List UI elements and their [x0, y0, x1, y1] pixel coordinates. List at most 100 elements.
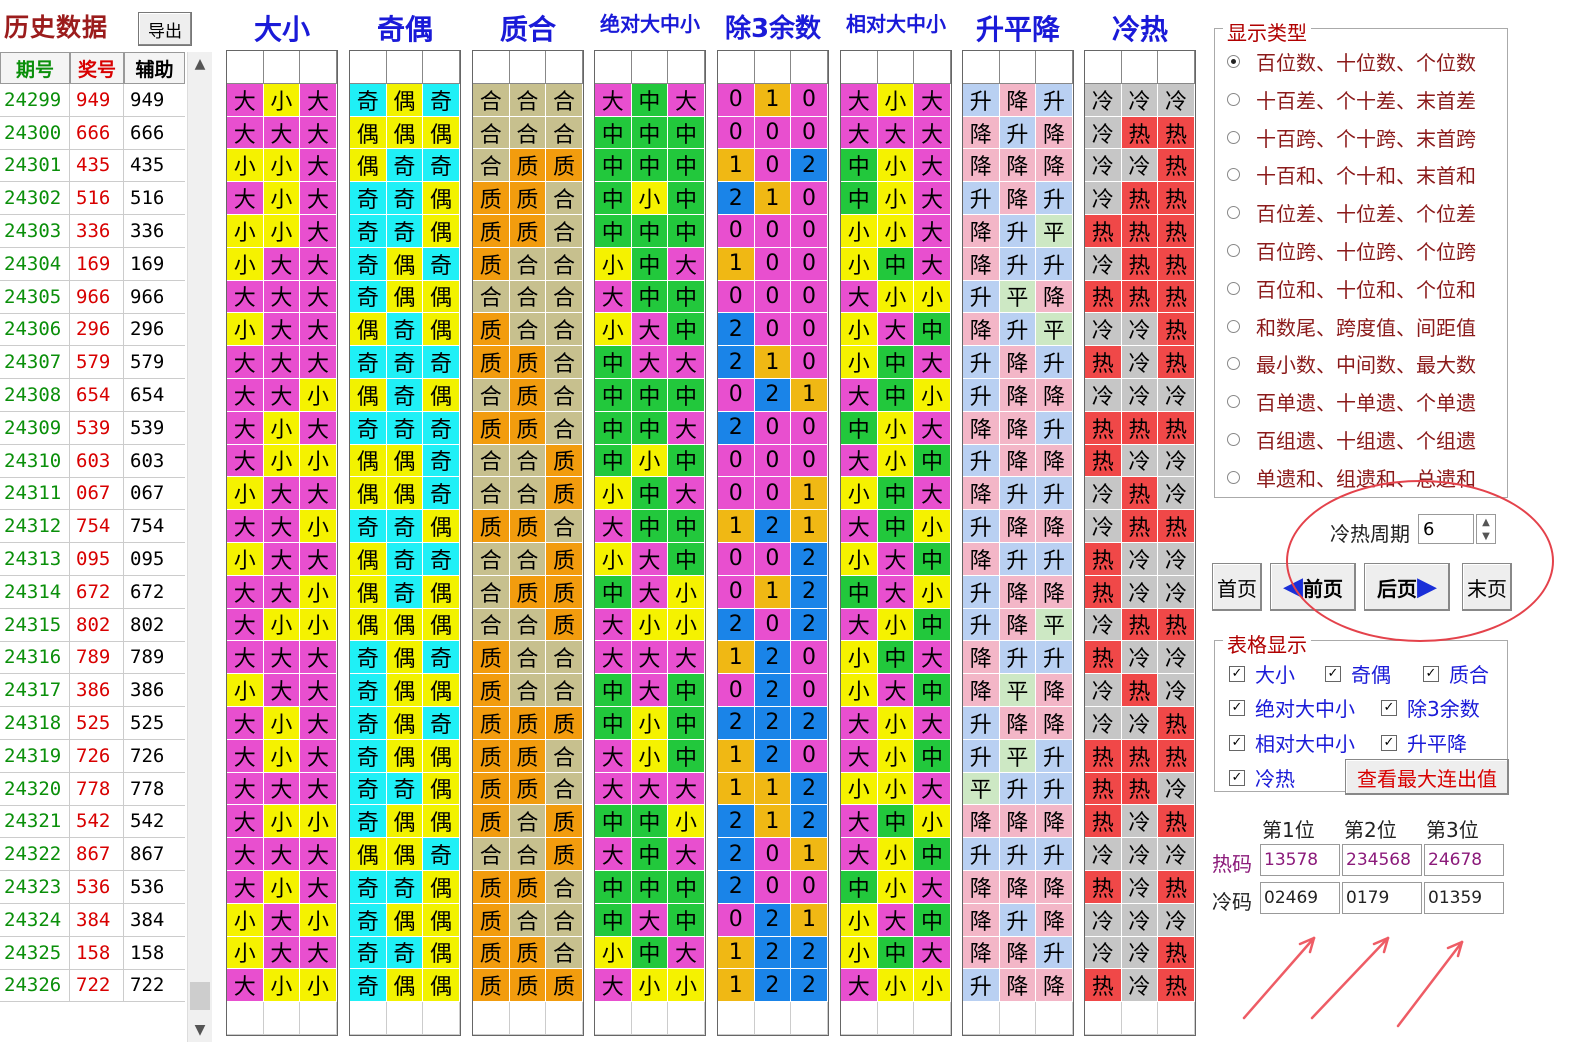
header-award[interactable]: 奖号 [70, 52, 124, 84]
header-cell[interactable] [300, 51, 337, 84]
history-row[interactable]: 24316 789 789 [0, 641, 185, 675]
spin-down-icon[interactable]: ▼ [1482, 530, 1490, 542]
radio-icon[interactable] [1227, 433, 1240, 446]
history-row[interactable]: 24305 966 966 [0, 280, 185, 314]
period-spinner[interactable]: ▲ ▼ [1476, 514, 1496, 544]
checkbox-icon[interactable]: ✓ [1381, 699, 1397, 716]
history-row[interactable]: 24310 603 603 [0, 444, 185, 478]
display-option[interactable]: 十百跨、个十跨、末首跨 [1227, 123, 1476, 152]
history-row[interactable]: 24304 169 169 [0, 247, 185, 281]
first-page-button[interactable]: 首页 [1212, 563, 1262, 611]
display-option[interactable]: 单遗和、组遗和、总遗和 [1227, 463, 1476, 492]
radio-icon[interactable] [1227, 206, 1240, 220]
header-cell[interactable] [546, 51, 583, 84]
display-option[interactable]: 十百差、个十差、末首差 [1227, 85, 1476, 114]
history-row[interactable]: 24312 754 754 [0, 510, 185, 544]
radio-icon[interactable] [1227, 92, 1240, 106]
history-row[interactable]: 24300 666 666 [0, 116, 185, 150]
scroll-up-icon[interactable]: ▲ [194, 56, 206, 72]
scroll-thumb[interactable] [190, 982, 210, 1010]
header-cell[interactable] [509, 51, 547, 84]
header-cell[interactable] [914, 51, 951, 84]
checkbox-icon[interactable]: ✓ [1325, 665, 1341, 682]
header-cell[interactable] [595, 51, 632, 84]
history-row[interactable]: 24308 654 654 [0, 379, 185, 412]
scroll-down-icon[interactable]: ▼ [194, 1022, 206, 1038]
display-option[interactable]: 和数尾、跨度值、间距值 [1227, 312, 1476, 341]
cold-code-2[interactable]: 0179 [1342, 882, 1422, 914]
radio-icon[interactable] [1227, 319, 1240, 333]
cold-code-1[interactable]: 02469 [1260, 882, 1340, 914]
history-row[interactable]: 24326 722 722 [0, 969, 185, 1003]
next-page-button[interactable]: 后页 ▶ [1364, 563, 1450, 611]
history-row[interactable]: 24317 386 386 [0, 674, 185, 708]
header-cell[interactable] [877, 51, 915, 84]
header-cell[interactable] [423, 51, 460, 84]
history-row[interactable]: 24320 778 778 [0, 772, 185, 806]
history-row[interactable]: 24311 067 067 [0, 477, 185, 511]
hot-code-2[interactable]: 234568 [1342, 844, 1422, 876]
hot-code-3[interactable]: 24678 [1424, 844, 1504, 876]
header-cell[interactable] [1121, 51, 1159, 84]
radio-icon[interactable] [1227, 55, 1240, 68]
display-option[interactable]: 百位跨、十位跨、个位跨 [1227, 236, 1476, 265]
history-row[interactable]: 24303 336 336 [0, 215, 185, 248]
history-row[interactable]: 24301 435 435 [0, 149, 185, 183]
history-row[interactable]: 24319 726 726 [0, 739, 185, 773]
history-row[interactable]: 24318 525 525 [0, 707, 185, 740]
header-cell[interactable] [350, 51, 387, 84]
history-row[interactable]: 24325 158 158 [0, 936, 185, 970]
display-option[interactable]: 十百和、个十和、末首和 [1227, 160, 1476, 189]
header-period[interactable]: 期号 [0, 52, 70, 84]
history-row[interactable]: 24314 672 672 [0, 575, 185, 609]
history-row[interactable]: 24299 949 949 [0, 84, 185, 117]
history-row[interactable]: 24315 802 802 [0, 608, 185, 642]
history-row[interactable]: 24313 095 095 [0, 543, 185, 576]
radio-icon[interactable] [1227, 244, 1240, 257]
history-scrollbar[interactable]: ▲ ▼ [187, 52, 212, 1042]
header-cell[interactable] [1158, 51, 1195, 84]
header-cell[interactable] [841, 51, 878, 84]
last-page-button[interactable]: 末页 [1462, 563, 1512, 611]
radio-icon[interactable] [1227, 470, 1240, 484]
check-mod3[interactable]: ✓ 除3余数 [1381, 693, 1480, 722]
checkbox-icon[interactable]: ✓ [1229, 665, 1245, 682]
history-row[interactable]: 24302 516 516 [0, 182, 185, 216]
history-row[interactable]: 24309 539 539 [0, 411, 185, 445]
radio-icon[interactable] [1227, 395, 1240, 409]
header-cell[interactable] [386, 51, 424, 84]
history-row[interactable]: 24323 536 536 [0, 871, 185, 904]
check-prime[interactable]: ✓ 质合 [1423, 659, 1489, 688]
header-cell[interactable] [999, 51, 1037, 84]
header-cell[interactable] [1085, 51, 1122, 84]
radio-icon[interactable] [1227, 168, 1240, 182]
check-trend[interactable]: ✓ 升平降 [1381, 728, 1467, 757]
history-row[interactable]: 24322 867 867 [0, 838, 185, 872]
radio-icon[interactable] [1227, 130, 1240, 144]
checkbox-icon[interactable]: ✓ [1423, 665, 1439, 682]
header-aux[interactable]: 辅助 [124, 52, 185, 84]
history-row[interactable]: 24324 384 384 [0, 903, 185, 937]
checkbox-icon[interactable]: ✓ [1229, 734, 1245, 751]
radio-icon[interactable] [1227, 357, 1240, 371]
display-option[interactable]: 百单遗、十单遗、个单遗 [1227, 387, 1476, 416]
check-rel[interactable]: ✓ 相对大中小 [1229, 728, 1355, 757]
hot-code-1[interactable]: 13578 [1260, 844, 1340, 876]
cold-code-3[interactable]: 01359 [1424, 882, 1504, 914]
header-cell[interactable] [473, 51, 510, 84]
max-streak-button[interactable]: 查看最大连出值 [1345, 759, 1509, 795]
display-option[interactable]: 最小数、中间数、最大数 [1227, 349, 1476, 378]
radio-icon[interactable] [1227, 281, 1240, 295]
history-row[interactable]: 24306 296 296 [0, 313, 185, 347]
display-option[interactable]: 百位差、十位差、个位差 [1227, 198, 1476, 227]
export-button[interactable]: 导出 [138, 12, 192, 46]
header-cell[interactable] [718, 51, 755, 84]
header-cell[interactable] [963, 51, 1000, 84]
check-hotcold[interactable]: ✓ 冷热 [1229, 763, 1295, 792]
checkbox-icon[interactable]: ✓ [1229, 769, 1245, 786]
header-cell[interactable] [631, 51, 669, 84]
header-cell[interactable] [227, 51, 264, 84]
header-cell[interactable] [263, 51, 301, 84]
prev-page-button[interactable]: ◀ 前页 [1270, 563, 1356, 611]
header-cell[interactable] [754, 51, 792, 84]
